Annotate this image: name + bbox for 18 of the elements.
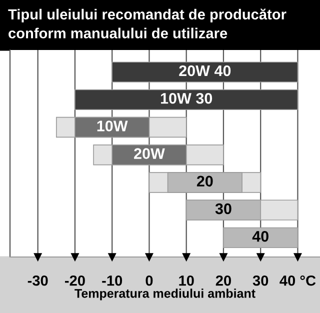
x-tick-label: 10 <box>179 275 194 286</box>
x-tick-label: -30 <box>28 275 48 286</box>
y-tick-label: 10W 30 <box>160 92 212 104</box>
x-tick-label: 30 <box>252 275 268 286</box>
x-axis-title: Temperatura mediului ambiant <box>74 288 256 300</box>
y-tick-label: 20W 40 <box>179 65 231 76</box>
x-tick-label: 0 <box>146 275 153 286</box>
x-tick-label: 40 °C <box>280 275 316 286</box>
y-tick-label: 40 <box>252 230 268 242</box>
x-tick-label: -10 <box>102 275 122 286</box>
y-tick-label: 10W <box>97 120 128 132</box>
chart-title: Tipul uleiului recomandat de producător conform manualului de utilizare <box>8 8 286 38</box>
y-tick-label: 20 <box>196 176 213 187</box>
bar <box>223 227 298 248</box>
bar <box>74 89 298 110</box>
x-tick-label: -20 <box>65 275 85 286</box>
bar <box>112 62 298 82</box>
y-tick-label: 20W <box>134 148 165 159</box>
